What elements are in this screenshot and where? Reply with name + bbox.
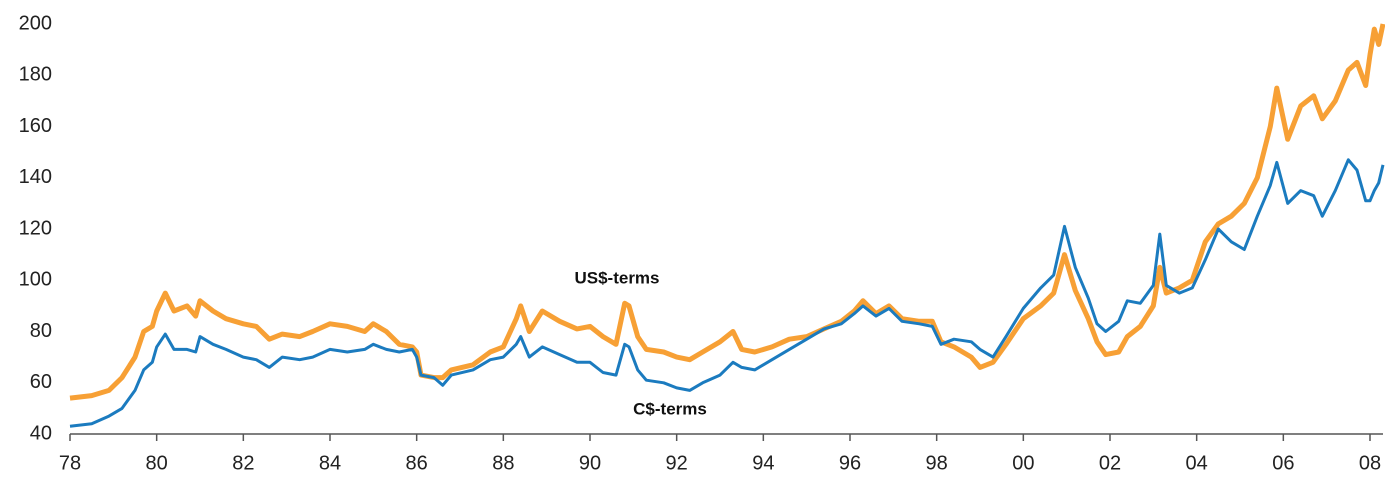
y-tick-label: 160 (19, 115, 52, 137)
x-tick-label: 88 (492, 452, 514, 474)
x-tick-label: 86 (406, 452, 428, 474)
y-tick-label: 40 (30, 422, 52, 444)
x-tick-label: 00 (1012, 452, 1034, 474)
y-tick-label: 200 (19, 12, 52, 34)
x-tick-label: 06 (1272, 452, 1294, 474)
y-tick-label: 180 (19, 64, 52, 86)
x-tick-label: 78 (59, 452, 81, 474)
x-tick-label: 02 (1099, 452, 1121, 474)
x-tick-label: 82 (232, 452, 254, 474)
annotation: C$-terms (633, 399, 707, 418)
x-tick-label: 80 (146, 452, 168, 474)
y-tick-label: 140 (19, 166, 52, 188)
line-series (69, 158, 1385, 428)
x-tick-label: 94 (752, 452, 774, 474)
x-tick-label: 84 (319, 452, 341, 474)
y-tick-label: 100 (19, 269, 52, 291)
annotation: US$-terms (574, 268, 659, 287)
x-tick-label: 96 (839, 452, 861, 474)
y-tick-label: 60 (30, 371, 52, 393)
y-tick-label: 80 (30, 320, 52, 342)
line-series (69, 23, 1385, 401)
x-tick-label: 04 (1186, 452, 1208, 474)
x-tick-label: 08 (1359, 452, 1381, 474)
x-tick-label: 98 (926, 452, 948, 474)
y-tick-label: 120 (19, 217, 52, 239)
x-tick-label: 90 (579, 452, 601, 474)
x-tick-label: 92 (666, 452, 688, 474)
